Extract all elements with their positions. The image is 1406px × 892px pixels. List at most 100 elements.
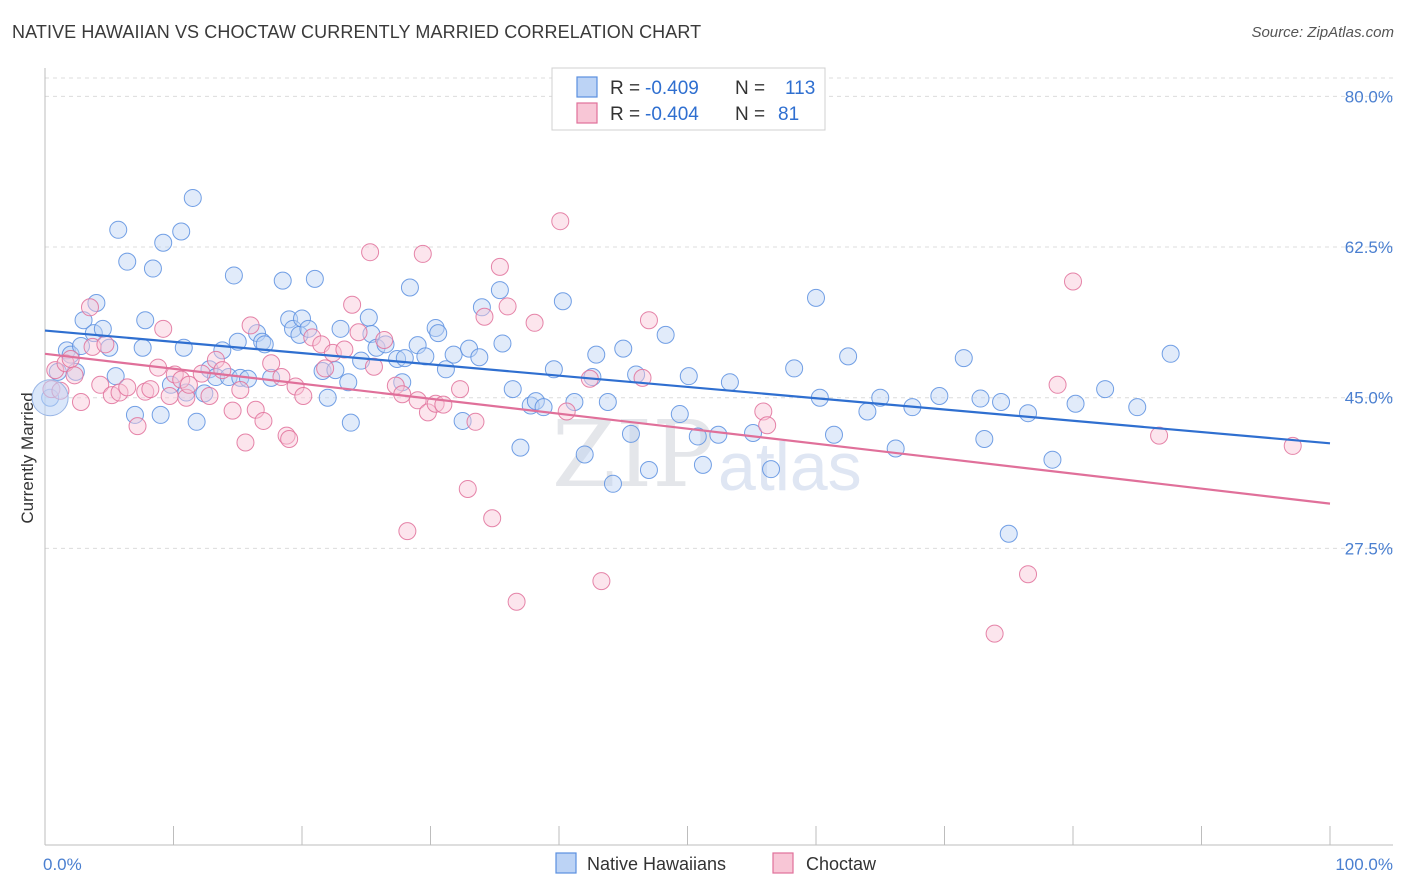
trend-lines [44,329,1331,505]
choctaw-point-62 [483,509,502,528]
native-hawaiians-point-116 [1066,394,1085,413]
choctaw-point-37 [280,430,299,449]
bottom-legend-swatch-choctaw [772,852,794,874]
choctaw-point-42 [316,359,335,378]
native-hawaiians-point-large [31,379,69,417]
choctaw-point-36 [277,426,296,445]
native-hawaiians-point-115 [1043,450,1062,469]
choctaw-point-9 [91,375,110,394]
choctaw-point-66 [525,313,544,332]
native-hawaiians-point-63 [426,318,445,337]
native-hawaiians-point-49 [331,319,350,338]
native-hawaiians-point-59 [395,349,414,368]
y-tick-label-2: 62.5% [1345,238,1393,257]
choctaw-point-31 [241,316,260,335]
choctaw-point-15 [136,382,155,401]
choctaw-point-23 [179,375,198,394]
choctaw-point-70 [592,572,611,591]
y-tick-label-3: 80.0% [1345,87,1393,106]
choctaw-point-14 [128,417,147,436]
native-hawaiians-point-60 [400,278,419,297]
choctaw-point-80 [1283,436,1302,455]
legend-r-value-1: -0.409 [645,78,699,99]
legend-swatch-choctaw [576,102,598,124]
native-hawaiians-point-94 [693,455,712,474]
choctaw-point-48 [364,357,383,376]
native-hawaiians-point-71 [490,281,509,300]
y-axis-label: Currently Married [18,392,37,523]
choctaw-point-33 [254,411,273,430]
y-tick-label-1: 45.0% [1345,389,1393,408]
choctaw-point-4 [61,349,80,368]
choctaw-point-10 [96,335,115,354]
choctaw-point-65 [507,592,526,611]
native-hawaiians-point-67 [453,411,472,430]
legend-n-value-1: 113 [785,78,815,99]
native-hawaiians-point-102 [824,425,843,444]
native-hawaiians-point-18 [151,405,170,424]
native-hawaiians-point-92 [679,367,698,386]
native-hawaiians-point-118 [1128,398,1147,417]
native-hawaiians-point-21 [172,222,191,241]
native-hawaiians-point-13 [118,252,137,271]
native-hawaiians-point-95 [709,425,728,444]
native-hawaiians-point-87 [621,424,640,443]
native-hawaiians-point-55 [367,338,386,357]
x-tick-label-0: 0.0% [43,855,82,874]
native-hawaiians-point-96 [720,373,739,392]
choctaw-point-47 [361,243,380,262]
choctaw-point-34 [262,354,281,373]
native-hawaiians-point-100 [807,288,825,307]
choctaw-point-19 [160,386,179,405]
native-hawaiians-point-44 [299,319,318,338]
native-hawaiians-point-40 [280,310,299,329]
native-hawaiians-point-84 [598,393,617,412]
choctaw-point-46 [349,323,368,342]
choctaw-point-16 [141,380,160,399]
choctaw-point-63 [490,257,509,276]
legend-swatch-native-hawaiians [576,76,598,98]
choctaw-point-64 [498,297,517,316]
native-hawaiians-point-15 [133,338,152,357]
legend-n-label-2: N = [735,104,765,125]
native-hawaiians-point-114 [1019,404,1038,423]
legend-n-value-2: 81 [778,104,799,125]
choctaw-point-76 [1019,565,1038,584]
native-hawaiians-point-26 [195,384,214,403]
choctaw-point-58 [451,380,470,399]
choctaw-point-72 [639,311,658,330]
axes [44,68,1393,846]
native-hawaiians-point-66 [444,345,463,364]
native-hawaiians-point-112 [992,393,1011,412]
y-tick-label-0: 27.5% [1345,539,1393,558]
chart-title: NATIVE HAWAIIAN VS CHOCTAW CURRENTLY MAR… [12,22,702,42]
native-hawaiians-point-83 [587,345,606,364]
native-hawaiians-point-90 [656,325,675,344]
choctaw-point-1 [46,361,65,380]
choctaw-point-75 [985,624,1004,643]
native-hawaiians-point-103 [839,347,858,366]
legend-n-label-1: N = [735,78,765,99]
choctaw-point-52 [398,522,417,541]
native-hawaiians-point-105 [871,388,890,407]
native-hawaiians-point-93 [688,427,707,446]
choctaw-point-44 [335,340,354,359]
legend-r-label-1: R = [610,78,640,99]
native-hawaiians-point-39 [273,271,292,290]
choctaw-point-60 [466,412,485,431]
native-hawaiians-point-25 [187,412,206,431]
choctaw-trend-line [44,352,1331,505]
native-hawaiians-point-98 [762,460,781,479]
series-legend: Native Hawaiians Choctaw [555,852,877,874]
choctaw-point-61 [475,307,494,326]
choctaw-point-40 [303,328,322,347]
native-hawaiians-point-111 [975,430,994,449]
native-hawaiians-point-14 [125,405,144,424]
choctaw-point-26 [206,350,225,369]
watermark: ZIP atlas [552,401,862,508]
native-hawaiians-point-17 [143,259,162,278]
bottom-legend-label-choctaw: Choctaw [806,854,877,874]
choctaw-point-39 [294,386,313,405]
native-hawaiians-point-72 [493,334,512,353]
native-hawaiians-point-46 [313,362,332,381]
